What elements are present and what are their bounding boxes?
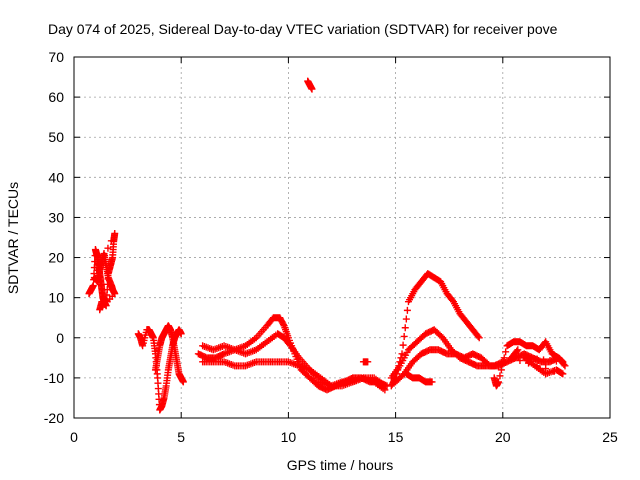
- data-point: [516, 357, 524, 365]
- axis-ticks: 0 5 10 15 20 25 -20 -10 0 10 20 30 40 50 60 70: [44, 49, 618, 445]
- data-points: [85, 77, 569, 414]
- data-point: [104, 244, 112, 252]
- data-point: [542, 365, 550, 373]
- data-point: [497, 366, 505, 374]
- y-tick-label: 10: [48, 290, 64, 306]
- grid-lines: [74, 57, 610, 418]
- plot-frame: [73, 56, 611, 419]
- series-end-cluster: [490, 338, 567, 390]
- data-point: [533, 355, 541, 363]
- data-point: [540, 356, 548, 364]
- data-point: [399, 341, 407, 349]
- data-point: [499, 360, 507, 368]
- data-point: [559, 370, 567, 378]
- x-tick-label: 10: [281, 429, 297, 445]
- data-point: [559, 358, 567, 366]
- x-tick-label: 20: [495, 429, 511, 445]
- data-point: [500, 354, 508, 362]
- y-tick-label: 20: [48, 250, 64, 266]
- data-point: [111, 229, 119, 237]
- data-point: [474, 332, 482, 340]
- data-point: [308, 85, 316, 93]
- x-axis-title: GPS time / hours: [287, 457, 394, 473]
- y-tick-label: 0: [56, 330, 64, 346]
- data-point: [495, 378, 503, 386]
- y-tick-label: -10: [44, 370, 64, 386]
- data-point: [401, 324, 409, 332]
- y-tick-label: 50: [48, 129, 64, 145]
- data-point: [475, 334, 483, 342]
- series-early-cluster: [85, 229, 119, 314]
- series-band-b: [151, 322, 187, 386]
- x-tick-label: 5: [177, 429, 185, 445]
- series-line-3: [199, 358, 389, 394]
- data-point: [533, 362, 541, 370]
- series-line-4: [359, 358, 372, 366]
- data-point: [177, 330, 185, 338]
- data-point: [179, 378, 187, 386]
- y-tick-label: 70: [48, 49, 64, 65]
- chart-title: Day 074 of 2025, Sidereal Day-to-day VTE…: [48, 21, 558, 37]
- data-point: [402, 315, 410, 323]
- data-point: [400, 332, 408, 340]
- data-point: [502, 348, 510, 356]
- data-point: [398, 350, 406, 358]
- data-point: [381, 386, 389, 394]
- data-point: [89, 282, 97, 290]
- data-point: [279, 320, 287, 328]
- data-point: [496, 372, 504, 380]
- data-point: [550, 367, 558, 375]
- x-tick-label: 0: [70, 429, 78, 445]
- data-point: [561, 362, 569, 370]
- data-point: [546, 357, 554, 365]
- data-point: [552, 357, 560, 365]
- y-tick-label: -20: [44, 410, 64, 426]
- y-tick-label: 60: [48, 89, 64, 105]
- data-point: [364, 358, 372, 366]
- y-tick-label: 30: [48, 209, 64, 225]
- y-axis-title: SDTVAR / TECUs: [5, 182, 21, 294]
- data-point: [513, 347, 521, 355]
- series-late-tail: [402, 370, 436, 386]
- series-outlier: [304, 77, 316, 93]
- data-point: [403, 306, 411, 314]
- data-point: [428, 378, 436, 386]
- data-point: [525, 359, 533, 367]
- data-point: [107, 237, 115, 245]
- x-tick-label: 15: [388, 429, 404, 445]
- data-point: [98, 298, 106, 306]
- data-point: [514, 346, 522, 354]
- y-tick-label: 40: [48, 169, 64, 185]
- x-tick-label: 25: [602, 429, 618, 445]
